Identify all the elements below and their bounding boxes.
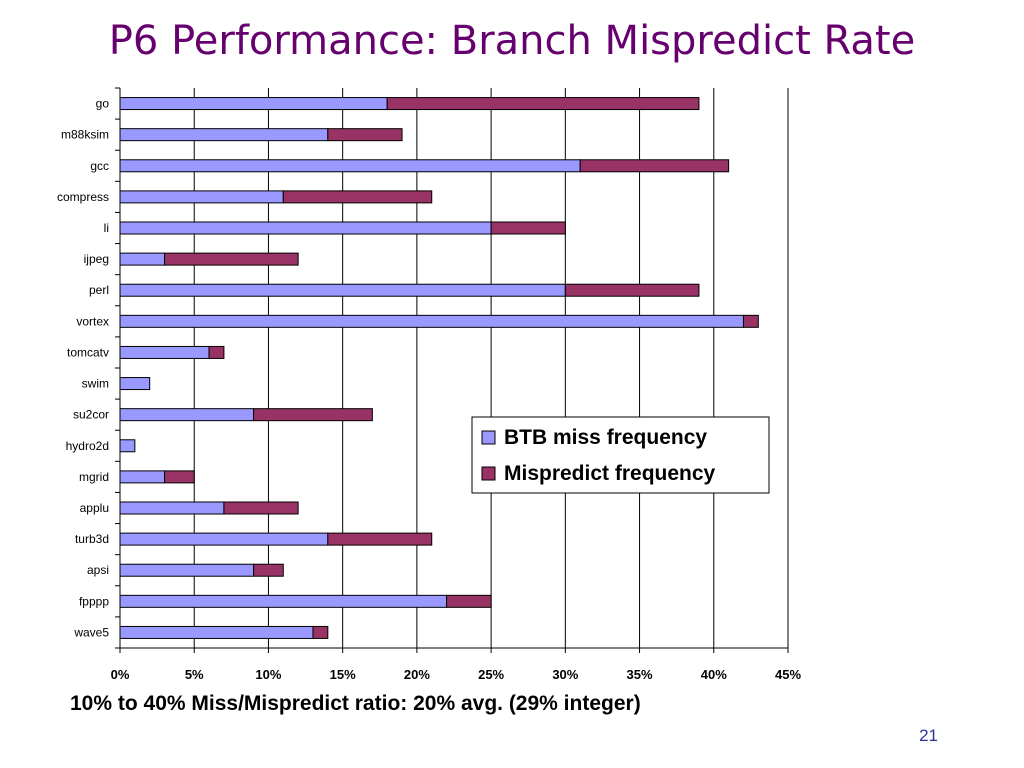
bar-btb-miss <box>119 159 581 173</box>
slide-caption: 10% to 40% Miss/Mispredict ratio: 20% av… <box>70 692 641 715</box>
bar-btb-miss <box>119 190 284 204</box>
x-tick-label: 20% <box>404 667 430 682</box>
page-number: 21 <box>919 726 938 745</box>
category-label: perl <box>89 283 109 297</box>
x-tick-label: 15% <box>330 667 356 682</box>
bar-btb-miss <box>119 97 388 111</box>
x-tick-label: 0% <box>111 667 130 682</box>
bar-mispredict <box>446 594 492 608</box>
x-tick-labels: 0% 5% 10% 15% 20% 25% 30% 35% 40% 45% <box>111 667 802 682</box>
bar-mispredict <box>386 97 700 111</box>
x-tick-label: 35% <box>627 667 653 682</box>
category-label: li <box>104 221 109 235</box>
category-label: swim <box>82 377 109 391</box>
category-label: vortex <box>76 314 109 328</box>
category-label: tomcatv <box>67 345 109 359</box>
bar-btb-miss <box>119 221 492 235</box>
x-tick-label: 30% <box>552 667 578 682</box>
chart-legend: BTB miss frequency Mispredict frequency <box>471 416 770 494</box>
bar-mispredict <box>282 190 433 204</box>
bar-mispredict <box>579 159 730 173</box>
category-label: mgrid <box>79 470 109 484</box>
bar-btb-miss <box>119 345 210 359</box>
category-label: apsi <box>87 563 109 577</box>
legend-label: Mispredict frequency <box>504 462 716 485</box>
category-label: go <box>96 97 110 111</box>
bar-btb-miss <box>119 439 136 453</box>
bar-mispredict <box>223 501 299 515</box>
category-label: compress <box>57 190 109 204</box>
category-label: turb3d <box>75 532 109 546</box>
bar-btb-miss <box>119 128 329 142</box>
bar-mispredict <box>742 314 759 328</box>
x-tick-label: 25% <box>478 667 504 682</box>
bar-mispredict <box>327 532 433 546</box>
x-tick-label: 40% <box>701 667 727 682</box>
bar-btb-miss <box>119 625 314 639</box>
bar-mispredict <box>253 408 373 422</box>
category-label: gcc <box>90 159 109 173</box>
bar-mispredict <box>253 563 284 577</box>
bar-btb-miss <box>119 408 255 422</box>
bar-mispredict <box>164 252 299 266</box>
slide-title: P6 Performance: Branch Mispredict Rate <box>108 18 916 64</box>
bar-btb-miss <box>119 594 448 608</box>
bar-btb-miss <box>119 470 166 484</box>
legend-box <box>471 416 770 494</box>
bar-btb-miss <box>119 377 151 391</box>
category-labels: go m88ksim gcc compress li ijpeg perl vortex tom… <box>57 97 109 640</box>
legend-swatch <box>481 466 496 481</box>
category-label: m88ksim <box>61 128 109 142</box>
category-label: fpppp <box>79 594 109 608</box>
bar-btb-miss <box>119 563 255 577</box>
category-label: hydro2d <box>66 439 109 453</box>
bar-btb-miss <box>119 314 744 328</box>
x-tick-label: 45% <box>775 667 801 682</box>
bar-btb-miss <box>119 501 225 515</box>
legend-label: BTB miss frequency <box>504 426 707 449</box>
category-label: wave5 <box>73 625 109 639</box>
bar-mispredict <box>208 345 225 359</box>
bar-btb-miss <box>119 283 566 297</box>
bar-mispredict <box>312 625 329 639</box>
x-tick-label: 10% <box>255 667 281 682</box>
category-label: applu <box>80 501 109 515</box>
category-label: su2cor <box>73 408 109 422</box>
bar-mispredict <box>564 283 700 297</box>
x-tick-label: 5% <box>185 667 204 682</box>
category-label: ijpeg <box>84 252 109 266</box>
bar-mispredict <box>327 128 403 142</box>
bar-btb-miss <box>119 252 166 266</box>
chart-gridlines <box>193 88 789 648</box>
bar-mispredict <box>490 221 566 235</box>
bar-mispredict <box>164 470 195 484</box>
chart-axes <box>115 87 789 653</box>
chart-bars <box>119 97 759 639</box>
legend-swatch <box>481 430 496 445</box>
bar-btb-miss <box>119 532 329 546</box>
